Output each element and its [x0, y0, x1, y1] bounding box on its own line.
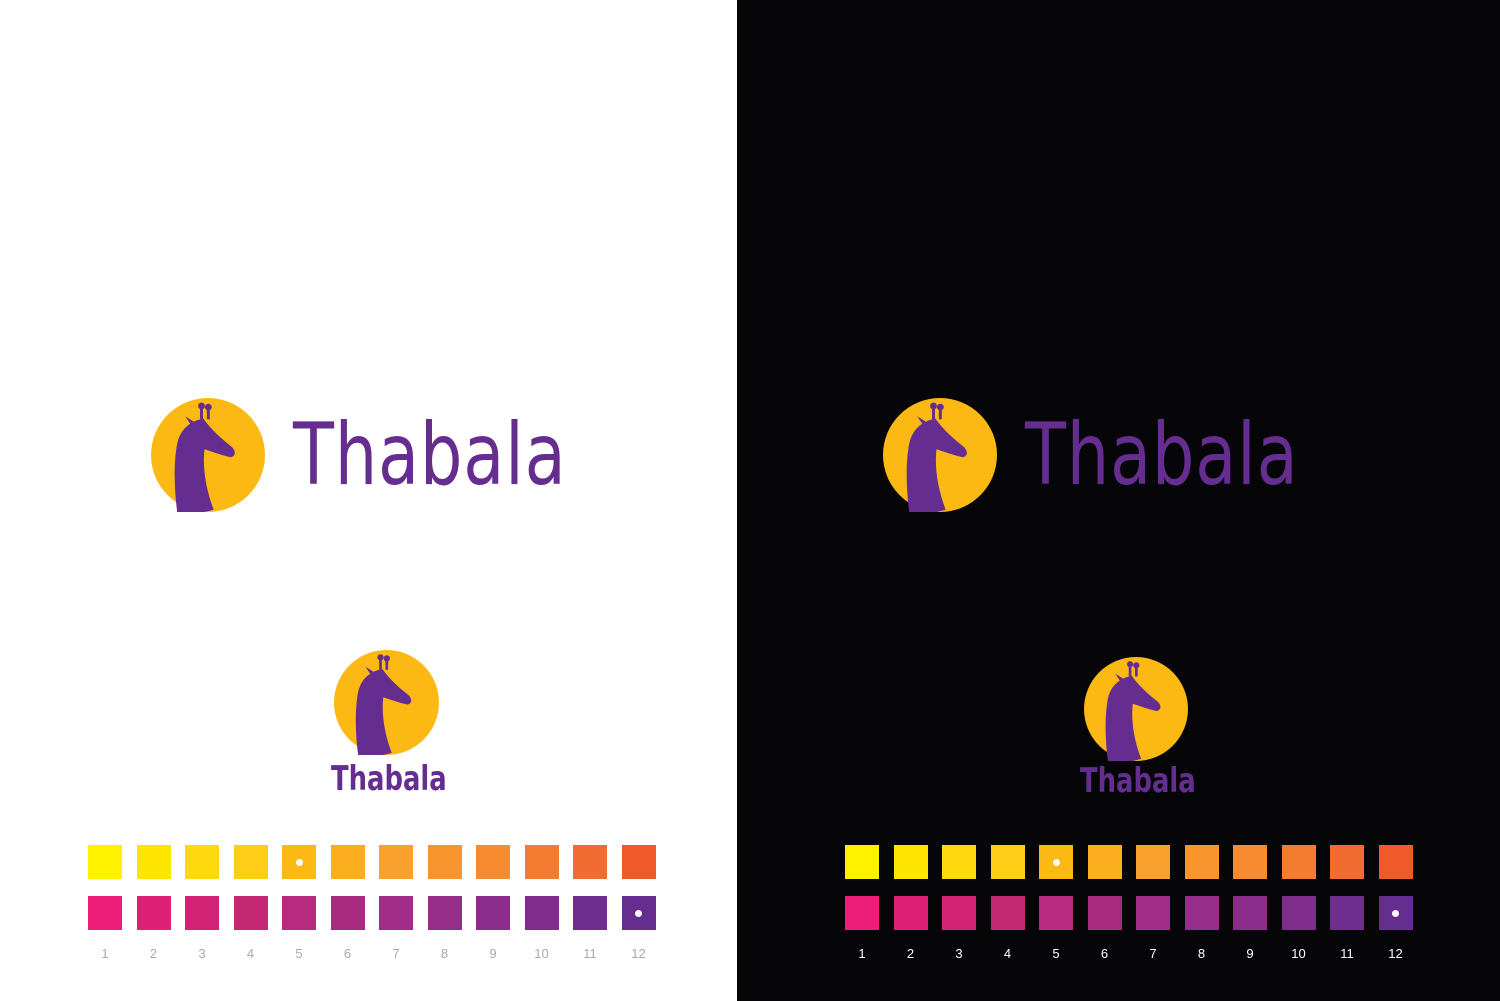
- swatch-cool-3: [942, 896, 976, 930]
- dark-panel: Thabala Thabala 1 2 3 4 5 6 7 8 9 10 11 12: [737, 0, 1500, 1001]
- swatch-warm-6: [1087, 845, 1122, 879]
- giraffe-logo-icon: [1084, 657, 1188, 761]
- swatch-number-label: 7: [392, 946, 400, 961]
- swatch-number-label: 4: [246, 946, 255, 961]
- brand-wordmark-small: Thabala: [331, 759, 447, 799]
- swatch-number-label: 10: [1291, 946, 1306, 961]
- swatch-number-label: 7: [1149, 946, 1157, 961]
- swatch-warm-10: [1281, 845, 1316, 879]
- swatch-warm-5: [1039, 845, 1073, 879]
- swatch-number-label: 1: [101, 946, 109, 961]
- swatch-cool-10: [524, 896, 559, 930]
- swatch-number-label: 6: [343, 946, 352, 961]
- brand-wordmark-large: Thabala: [1025, 405, 1299, 505]
- swatch-cool-11: [1330, 896, 1364, 930]
- swatch-number-label: 3: [198, 946, 206, 961]
- swatch-number-label: 5: [1052, 946, 1060, 961]
- swatch-warm-3: [185, 845, 219, 879]
- swatch-cool-4: [990, 896, 1025, 930]
- swatch-number-label: 11: [583, 946, 597, 961]
- brand-wordmark-large: Thabala: [293, 405, 567, 505]
- swatch-cool-9: [476, 896, 510, 930]
- swatch-warm-11: [573, 845, 607, 879]
- swatch-cool-12: [621, 896, 656, 930]
- swatch-warm-3: [942, 845, 976, 879]
- swatch-warm-9: [1233, 845, 1267, 879]
- swatch-cool-4: [233, 896, 268, 930]
- swatch-warm-4: [233, 845, 268, 879]
- swatch-cool-2: [893, 896, 928, 930]
- swatch-number-label: 4: [1003, 946, 1012, 961]
- swatch-warm-11: [1330, 845, 1364, 879]
- swatch-number-label: 2: [906, 946, 915, 961]
- swatch-cool-6: [1087, 896, 1122, 930]
- swatch-warm-4: [990, 845, 1025, 879]
- selected-dot-icon: [1392, 909, 1399, 917]
- swatch-cool-2: [136, 896, 171, 930]
- swatch-cool-1: [88, 896, 122, 930]
- swatch-number-label: 8: [1197, 946, 1206, 961]
- swatch-cool-12: [1378, 896, 1413, 930]
- swatch-number-label: 8: [440, 946, 449, 961]
- swatch-cool-5: [282, 896, 316, 930]
- swatch-warm-2: [136, 845, 171, 879]
- swatch-cool-11: [573, 896, 607, 930]
- swatch-warm-9: [476, 845, 510, 879]
- swatch-warm-1: [88, 845, 122, 879]
- swatch-warm-12: [1378, 845, 1413, 879]
- swatch-warm-10: [524, 845, 559, 879]
- swatch-number-label: 5: [295, 946, 303, 961]
- swatch-number-label: 6: [1100, 946, 1109, 961]
- swatch-cool-1: [845, 896, 879, 930]
- selected-dot-icon: [635, 909, 642, 917]
- selected-dot-icon: [295, 858, 303, 866]
- swatch-number-label: 9: [1246, 946, 1254, 961]
- giraffe-logo-icon: [151, 398, 265, 512]
- swatch-number-label: 12: [1388, 946, 1403, 961]
- swatch-warm-7: [1136, 845, 1170, 879]
- swatch-warm-1: [845, 845, 879, 879]
- swatch-warm-6: [330, 845, 365, 879]
- swatch-number-label: 1: [858, 946, 866, 961]
- swatch-cool-7: [379, 896, 413, 930]
- swatch-number-label: 11: [1340, 946, 1354, 961]
- swatch-warm-8: [427, 845, 462, 879]
- swatch-number-label: 3: [955, 946, 963, 961]
- swatch-cool-7: [1136, 896, 1170, 930]
- swatch-cool-10: [1281, 896, 1316, 930]
- swatch-number-label: 2: [149, 946, 158, 961]
- brand-wordmark-small: Thabala: [1080, 761, 1196, 801]
- swatch-warm-5: [282, 845, 316, 879]
- giraffe-logo-icon: [334, 650, 439, 755]
- swatch-number-label: 9: [489, 946, 497, 961]
- swatch-cool-6: [330, 896, 365, 930]
- swatch-warm-2: [893, 845, 928, 879]
- swatch-cool-8: [427, 896, 462, 930]
- swatch-number-label: 12: [631, 946, 646, 961]
- swatch-cool-8: [1184, 896, 1219, 930]
- swatch-cool-3: [185, 896, 219, 930]
- swatch-number-label: 10: [534, 946, 549, 961]
- swatch-warm-12: [621, 845, 656, 879]
- swatch-warm-7: [379, 845, 413, 879]
- selected-dot-icon: [1052, 858, 1060, 866]
- giraffe-logo-icon: [883, 398, 997, 512]
- swatch-warm-8: [1184, 845, 1219, 879]
- light-panel: Thabala Thabala 1 2 3 4 5 6 7 8 9 10 11 12: [0, 0, 737, 1001]
- swatch-cool-9: [1233, 896, 1267, 930]
- swatch-cool-5: [1039, 896, 1073, 930]
